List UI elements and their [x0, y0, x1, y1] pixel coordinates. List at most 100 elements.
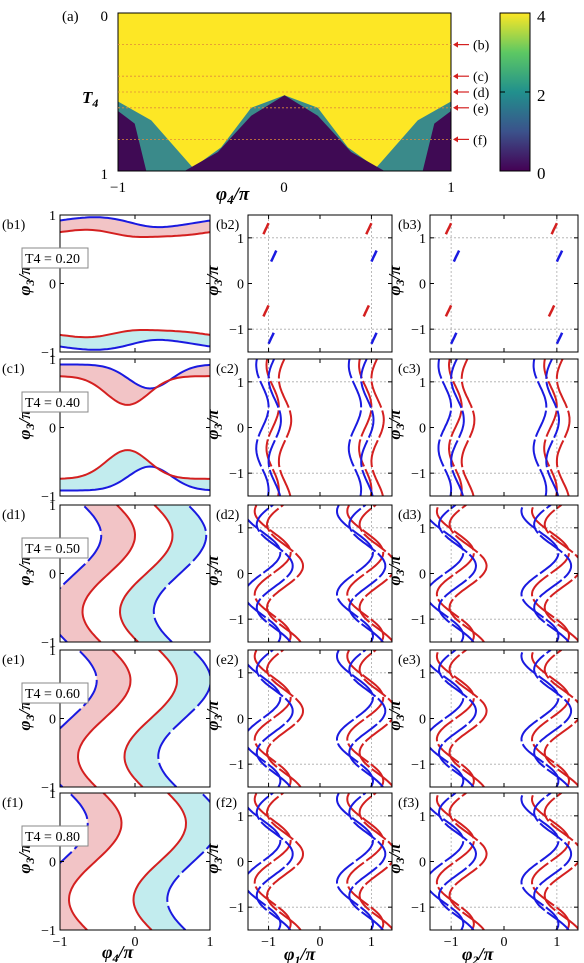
y-tick-label: 0: [237, 568, 244, 583]
series-red-right: [132, 793, 188, 930]
panel-a-label: (a): [62, 9, 79, 25]
panel-frame: [247, 358, 393, 497]
series-red-band: [358, 505, 392, 642]
spectral-segment: [365, 222, 373, 235]
y-tick-label: −1: [41, 346, 56, 361]
y-tick-label: 1: [49, 644, 56, 659]
panel-f1: −1 0 1 −1 0 1 φ3/π (f1) T4 = 0.80: [2, 787, 214, 950]
series-blue-band: [348, 650, 387, 787]
heatmap-y-label: T4: [82, 88, 98, 110]
panel-b1: −1 0 1 φ3/π (b1) T4 = 0.20: [2, 209, 211, 361]
colorbar: [499, 12, 531, 172]
x-tick-label: 1: [368, 935, 375, 950]
y-axis-label: φ3/π: [203, 843, 225, 874]
heatmap-x-tick: −1: [110, 180, 126, 196]
spectral-segment: [370, 332, 378, 345]
series-red-band: [543, 505, 578, 642]
series-red-band: [543, 359, 558, 496]
y-tick-label: 0: [237, 856, 244, 871]
y-axis-label: φ3/π: [203, 409, 225, 440]
series-red-band: [435, 505, 475, 642]
y-tick-label: 1: [49, 353, 56, 368]
y-axis-label: φ3/π: [203, 265, 225, 296]
y-tick-label: 0: [419, 568, 426, 583]
right-filled-region: [133, 793, 210, 930]
series-red-band: [448, 650, 488, 787]
series-blue-left: [60, 505, 103, 642]
series-blue-band: [348, 793, 387, 930]
x-tick-label: −1: [53, 935, 68, 950]
y-tick-label: −1: [229, 758, 244, 773]
y-tick-label: 0: [49, 422, 56, 437]
panel-label: (e1): [2, 653, 25, 668]
panel-plot: [60, 505, 208, 642]
panel-label: (b1): [2, 218, 26, 233]
y-tick-label: 1: [419, 232, 426, 247]
series-blue-band: [545, 359, 561, 496]
upper-filled-region: [60, 217, 210, 237]
cut-line-label: (e): [473, 102, 489, 117]
panel-f3: −1 0 1 −1 0 1 φ3/π (f3): [385, 792, 579, 950]
y-tick-label: 1: [49, 787, 56, 802]
y-axis-label: φ3/π: [203, 700, 225, 731]
series-blue-band: [255, 505, 294, 642]
panel-label: (c2): [216, 362, 239, 377]
series-blue-band: [437, 793, 478, 930]
panel-label: (f1): [2, 796, 23, 811]
t4-label-box: [21, 247, 89, 269]
series-blue-upper: [60, 363, 210, 390]
lower-filled-region: [60, 450, 210, 491]
y-tick-label: 0: [419, 713, 426, 728]
cut-line-label: (f): [473, 133, 487, 148]
panel-label: (f3): [398, 796, 419, 811]
spectral-segment: [444, 304, 453, 317]
series-blue-band: [360, 359, 375, 496]
series-blue-band: [347, 359, 363, 496]
series-red-left: [81, 505, 137, 642]
col3-x-label: φ2/π: [462, 944, 495, 963]
y-tick-label: −1: [411, 901, 426, 916]
panel-plot: [248, 215, 392, 352]
colorbar-ticks: 4 2 0: [537, 7, 546, 183]
series-red-band: [346, 793, 385, 930]
series-blue-band: [348, 505, 387, 642]
series-red-band: [265, 650, 305, 787]
series-red-band: [448, 793, 488, 930]
heatmap-x-tick: 1: [447, 180, 455, 196]
y-tick-label: 1: [49, 209, 56, 224]
panel-plot: [60, 650, 210, 787]
series-red-band: [447, 359, 463, 496]
spectral-segment: [452, 250, 461, 263]
panel-plot: [60, 363, 210, 492]
series-red-band: [555, 359, 571, 496]
t4-label-box: [21, 825, 89, 847]
t4-label-box: [21, 682, 89, 704]
series-red-band: [530, 505, 571, 642]
x-tick-label: 1: [553, 935, 560, 950]
y-tick-label: −1: [41, 924, 56, 939]
col2-x-label: φ1/π: [284, 944, 317, 963]
series-blue-band: [255, 793, 294, 930]
y-axis-label: φ3/π: [15, 555, 37, 586]
series-red-band: [358, 359, 373, 496]
spectral-segment: [555, 250, 564, 263]
panel-e1: −1 0 1 φ3/π (e1) T4 = 0.60: [2, 644, 211, 796]
y-tick-label: −1: [411, 758, 426, 773]
series-red-band: [460, 359, 476, 496]
panel-c2: −1 0 1 φ3/π (c2): [203, 358, 393, 497]
panel-label: (c1): [2, 362, 25, 377]
series-red-band: [346, 505, 385, 642]
y-tick-label: 1: [419, 810, 426, 825]
panel-plot: [60, 793, 210, 930]
y-tick-label: 1: [237, 522, 244, 537]
series-red-left: [76, 650, 132, 787]
y-axis-label: φ3/π: [15, 265, 37, 296]
series-red-band: [358, 650, 392, 787]
panel-label: (e3): [398, 653, 421, 668]
y-axis-label: φ3/π: [385, 265, 407, 296]
series-red-band: [358, 793, 392, 930]
panel-label: (b3): [398, 218, 422, 233]
series-blue-band: [255, 650, 294, 787]
x-tick-label: 1: [207, 935, 214, 950]
